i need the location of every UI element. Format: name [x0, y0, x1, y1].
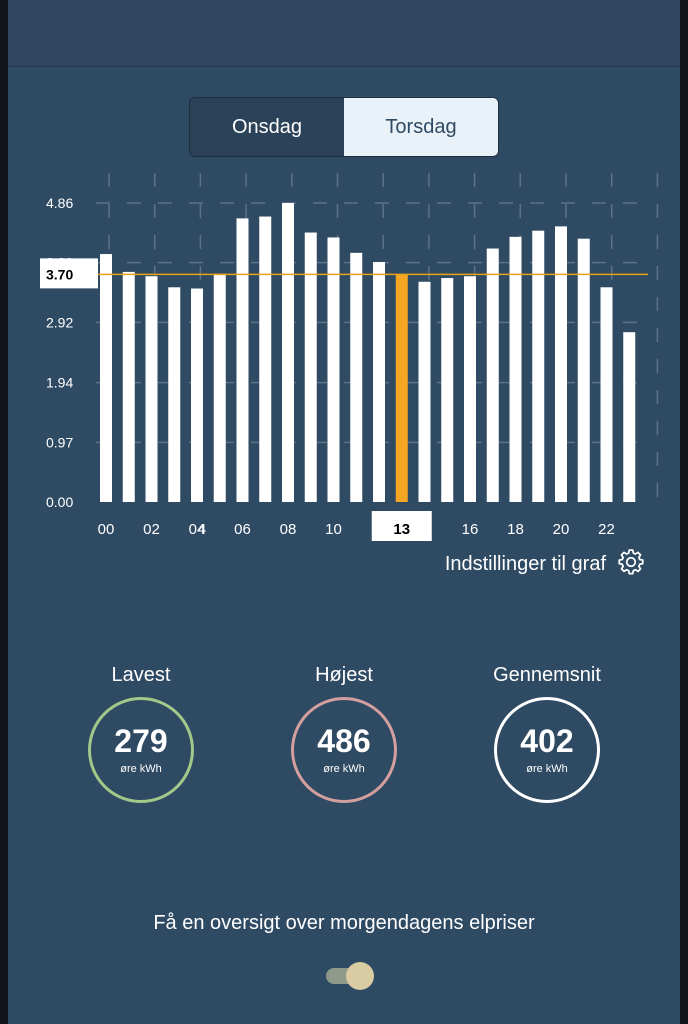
bar [532, 230, 545, 502]
selected-value-badge [40, 258, 98, 289]
toggle-thumb [346, 962, 374, 990]
bar [623, 332, 636, 502]
stat-lowest: Lavest 279 øre kWh [51, 660, 231, 803]
stat-highest-value: 486 [317, 723, 371, 759]
y-tick-label: 0.97 [46, 434, 73, 450]
x-tick-label: 18 [507, 521, 524, 538]
stat-average: Gennemsnit 402 øre kWh [457, 660, 637, 803]
chart-settings-label: Indstillinger til graf [444, 553, 606, 575]
x-tick-label: 00 [98, 521, 115, 538]
x-tick-label: 04 [189, 521, 206, 538]
bar [464, 276, 476, 502]
x-tick-label: 06 [234, 521, 251, 538]
x-tick-label: 10 [325, 521, 342, 538]
stat-average-value: 402 [520, 723, 574, 759]
stat-highest-ring: 486 øre kWh [291, 697, 397, 803]
bar [373, 262, 385, 502]
price-stats: Lavest 279 øre kWh Højest 486 øre kWh Ge… [8, 660, 680, 810]
bar [350, 252, 363, 502]
y-tick-label: 1.94 [46, 375, 73, 391]
bar [327, 237, 340, 502]
bar [600, 287, 613, 502]
selected-hour-badge [371, 511, 432, 541]
stat-highest-label: Højest [315, 664, 373, 686]
gear-icon [616, 547, 646, 582]
y-tick-label: 4.86 [46, 195, 73, 211]
tab-onsdag[interactable]: Onsdag [231, 115, 303, 138]
x-tick-label: 16 [462, 521, 479, 538]
stat-average-ring: 402 øre kWh [494, 697, 600, 803]
x-tick-label: 20 [553, 521, 570, 538]
stat-average-label: Gennemsnit [493, 664, 601, 686]
stat-highest-unit: øre kWh [323, 763, 365, 775]
top-bar [8, 0, 680, 67]
tomorrow-prices-text: Få en oversigt over morgendagens elprise… [153, 912, 535, 934]
stat-lowest-value: 279 [114, 723, 168, 759]
bar [577, 238, 590, 502]
bar [304, 232, 317, 502]
selected-hour-label: 13 [393, 521, 410, 538]
bar [486, 248, 499, 502]
x-tick-label: 02 [143, 521, 160, 538]
day-segmented-control: Onsdag Torsdag [189, 97, 499, 157]
bar [145, 276, 158, 502]
bar [191, 288, 203, 502]
y-tick-label: 2.92 [46, 314, 73, 330]
x-tick-label: 22 [598, 521, 615, 538]
tomorrow-prices-toggle[interactable] [326, 962, 376, 990]
bar-selected [395, 274, 408, 502]
x-tick-label: 4 [198, 521, 206, 538]
stat-lowest-ring: 279 øre kWh [88, 697, 194, 803]
price-bar-chart: 0.000.971.942.923.894.863.70000204060810… [40, 173, 659, 541]
bar [555, 226, 567, 502]
bar [441, 278, 454, 502]
stat-lowest-unit: øre kWh [120, 763, 162, 775]
app-screen: Onsdag Torsdag 0.000.971.942.923.894.863… [8, 0, 680, 1024]
bar [259, 216, 272, 502]
chart-settings-button[interactable]: Indstillinger til graf [445, 547, 646, 582]
bar [168, 287, 181, 502]
y-tick-label: 0.00 [46, 494, 73, 510]
bar [122, 271, 135, 502]
bar [282, 203, 294, 502]
bar [236, 218, 249, 502]
stat-average-unit: øre kWh [526, 763, 568, 775]
stat-highest: Højest 486 øre kWh [254, 660, 434, 803]
tab-torsdag[interactable]: Torsdag [344, 98, 498, 156]
bar [100, 254, 112, 502]
stat-lowest-label: Lavest [111, 664, 171, 686]
selected-value-label: 3.70 [46, 266, 73, 282]
bar [418, 281, 431, 502]
bar [509, 236, 522, 502]
x-tick-label: 08 [280, 521, 297, 538]
bar [213, 273, 226, 502]
